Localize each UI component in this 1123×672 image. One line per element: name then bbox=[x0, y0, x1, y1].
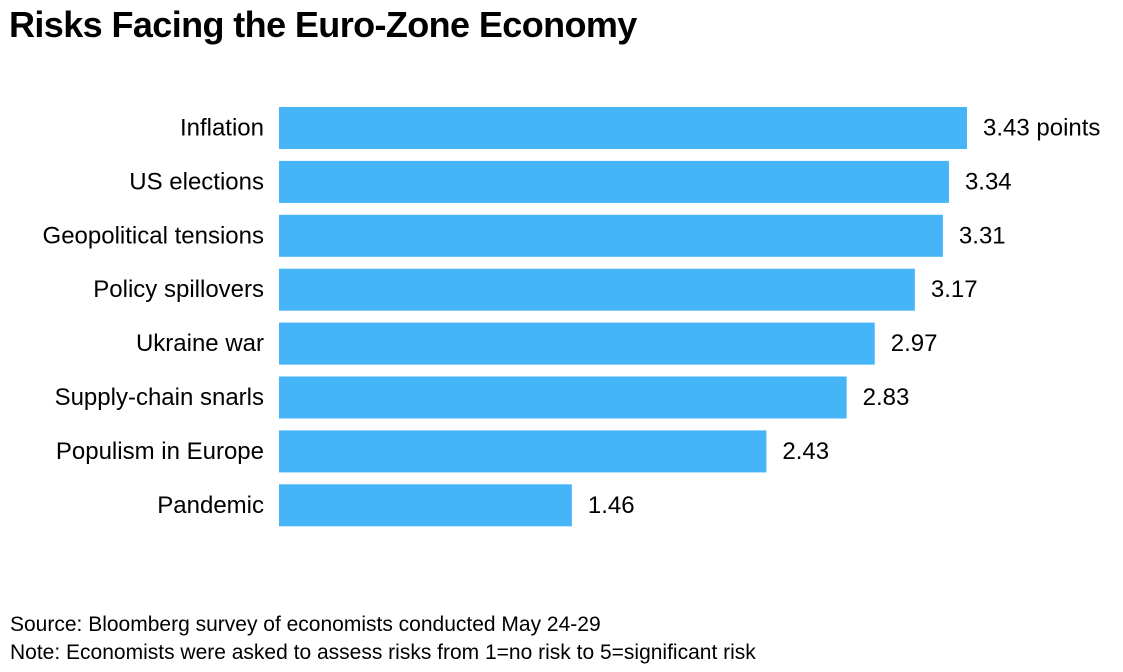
bar-populism-in-europe bbox=[279, 430, 767, 473]
value-label-inflation: 3.43 points bbox=[983, 115, 1100, 142]
bar-ukraine-war bbox=[279, 322, 875, 365]
bar-inflation bbox=[279, 107, 967, 149]
value-label-us-elections: 3.34 bbox=[965, 168, 1012, 195]
value-label-ukraine-war: 2.97 bbox=[891, 330, 938, 357]
value-label-policy-spillovers: 3.17 bbox=[931, 276, 978, 303]
category-label-inflation: Inflation bbox=[180, 115, 264, 142]
category-label-geopolitical-tensions: Geopolitical tensions bbox=[43, 222, 264, 249]
bar-pandemic bbox=[279, 484, 572, 527]
chart-title: Risks Facing the Euro-Zone Economy bbox=[9, 4, 637, 45]
methodology-note: Note: Economists were asked to assess ri… bbox=[10, 641, 756, 664]
source-note: Source: Bloomberg survey of economists c… bbox=[10, 613, 601, 636]
bar-geopolitical-tensions bbox=[279, 214, 943, 257]
category-label-populism-in-europe: Populism in Europe bbox=[56, 438, 264, 465]
category-label-policy-spillovers: Policy spillovers bbox=[93, 276, 264, 303]
category-label-us-elections: US elections bbox=[129, 168, 264, 195]
bar-policy-spillovers bbox=[279, 268, 915, 311]
value-label-populism-in-europe: 2.43 bbox=[782, 438, 829, 465]
value-label-supply-chain-snarls: 2.83 bbox=[863, 384, 910, 411]
category-label-pandemic: Pandemic bbox=[157, 492, 264, 519]
bar-chart: Inflation 3.43 points US elections 3.34 Geop… bbox=[43, 107, 1100, 527]
category-label-supply-chain-snarls: Supply-chain snarls bbox=[55, 384, 264, 411]
value-label-pandemic: 1.46 bbox=[588, 492, 635, 519]
bar-supply-chain-snarls bbox=[279, 376, 847, 419]
value-label-geopolitical-tensions: 3.31 bbox=[959, 222, 1006, 249]
bar-us-elections bbox=[279, 160, 949, 203]
category-label-ukraine-war: Ukraine war bbox=[136, 330, 264, 357]
